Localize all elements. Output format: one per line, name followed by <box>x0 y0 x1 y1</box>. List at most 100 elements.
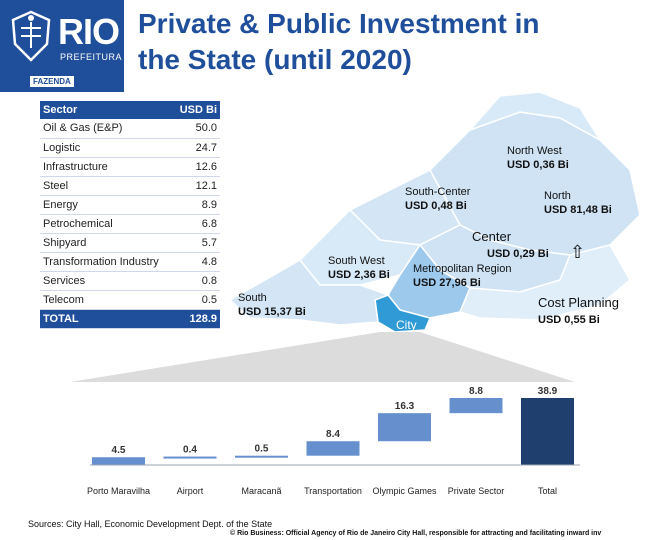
sector-value: 0.8 <box>172 271 220 291</box>
sector-name: Steel <box>40 176 173 196</box>
region-name: South-Center <box>405 186 471 198</box>
table-row: Steel 12.1 <box>40 176 220 196</box>
city-map-label: City <box>396 318 417 332</box>
region-value: USD 15,37 Bi <box>238 306 306 318</box>
table-row: Telecom 0.5 <box>40 290 220 310</box>
table-row: Energy 8.9 <box>40 195 220 215</box>
region-value: USD 27,96 Bi <box>413 277 481 289</box>
sector-column-header: Sector <box>40 101 173 119</box>
table-row: Services 0.8 <box>40 271 220 291</box>
logo-department: FAZENDA <box>30 76 74 87</box>
bar-porto-maravilha <box>92 457 145 465</box>
compass-icon: ⇧ <box>570 242 585 263</box>
table-row: Petrochemical 6.8 <box>40 214 220 234</box>
value-column-header: USD Bi <box>172 101 220 119</box>
region-value: USD 0,36 Bi <box>507 159 569 171</box>
category-label: Total <box>538 486 557 496</box>
bar-value-label: 8.8 <box>469 386 483 397</box>
table-header-row: Sector USD Bi <box>40 101 220 119</box>
region-value: USD 81,48 Bi <box>544 204 612 216</box>
bar-value-label: 16.3 <box>395 401 415 412</box>
region-label-center: Center <box>472 230 511 244</box>
sector-value: 4.8 <box>172 252 220 272</box>
region-label-north-west: North West USD 0,36 Bi <box>507 144 569 172</box>
bar-private-sector <box>449 398 503 414</box>
bar-maracan- <box>235 455 288 458</box>
region-name: South West <box>328 255 385 267</box>
sector-value: 12.1 <box>172 176 220 196</box>
bar-value-label: 0.4 <box>183 445 197 456</box>
waterfall-bars: 4.5 Porto Maravilha 0.4 Airport 0.5 Maracanã 8… <box>87 386 574 496</box>
sector-name: Services <box>40 271 173 291</box>
sector-value: 24.7 <box>172 138 220 158</box>
region-label-south-west: South West USD 2,36 Bi <box>328 254 390 282</box>
bar-total <box>521 398 574 465</box>
table-row: Shipyard 5.7 <box>40 233 220 253</box>
bar-value-label: 8.4 <box>326 429 340 440</box>
region-value-center: USD 0,29 Bi <box>487 248 549 260</box>
region-name: Cost Planning <box>538 295 619 310</box>
region-value: USD 0,48 Bi <box>405 200 467 212</box>
rio-logo[interactable]: RIO PREFEITURA FAZENDA <box>0 0 124 92</box>
sector-value: 50.0 <box>172 119 220 139</box>
region-label-cost-planning: Cost Planning <box>538 296 619 310</box>
sector-name: Petrochemical <box>40 214 173 234</box>
sector-value: 12.6 <box>172 157 220 177</box>
region-name: North <box>544 190 571 202</box>
region-label-north: North USD 81,48 Bi <box>544 189 612 217</box>
sector-name: Infrastructure <box>40 157 173 177</box>
bar-transportation <box>306 441 360 456</box>
sector-value: 5.7 <box>172 233 220 253</box>
category-label: Private Sector <box>448 486 505 496</box>
category-label: Airport <box>177 486 204 496</box>
region-label-south-center: South-Center USD 0,48 Bi <box>405 185 470 213</box>
bar-value-label: 38.9 <box>538 386 558 397</box>
logo-subtitle: PREFEITURA <box>60 52 123 62</box>
map-region-city <box>374 294 432 333</box>
header: RIO PREFEITURA FAZENDA Private & Public … <box>0 0 652 92</box>
total-label: TOTAL <box>40 309 173 329</box>
table-total-row: TOTAL 128.9 <box>40 309 220 329</box>
title-line-2: the State (until 2020) <box>138 44 412 75</box>
region-name: North West <box>507 145 562 157</box>
region-name: Center <box>472 229 512 244</box>
category-label: Transportation <box>304 486 362 496</box>
sector-name: Telecom <box>40 290 173 310</box>
region-label-south: South USD 15,37 Bi <box>238 291 306 319</box>
region-name: South <box>238 292 267 304</box>
sector-value: 6.8 <box>172 214 220 234</box>
category-label: Olympic Games <box>372 486 437 496</box>
sector-value: 0.5 <box>172 290 220 310</box>
bar-airport <box>163 456 217 459</box>
sector-name: Oil & Gas (E&P) <box>40 119 173 139</box>
map-region-north <box>429 111 641 256</box>
region-name: Metropolitan Region <box>413 263 512 275</box>
bar-value-label: 0.5 <box>255 444 269 455</box>
region-value-cost-planning: USD 0,55 Bi <box>538 314 600 326</box>
title-line-1: Private & Public Investment in <box>138 8 540 39</box>
category-label: Maracanã <box>241 486 281 496</box>
bar-value-label: 4.5 <box>112 445 126 456</box>
sector-table: Sector USD Bi Oil & Gas (E&P) 50.0 Logist… <box>40 101 220 329</box>
sources-note: Sources: City Hall, Economic Development… <box>28 519 273 529</box>
sector-name: Energy <box>40 195 173 215</box>
table-row: Logistic 24.7 <box>40 138 220 158</box>
page-title: Private & Public Investment in the State… <box>138 6 648 78</box>
coat-of-arms-icon <box>11 10 51 62</box>
copyright-note: © Rio Business: Official Agency of Rio d… <box>230 530 602 537</box>
sector-name: Transformation Industry <box>40 252 173 272</box>
table-row: Oil & Gas (E&P) 50.0 <box>40 119 220 139</box>
table-row: Transformation Industry 4.8 <box>40 252 220 272</box>
sector-name: Logistic <box>40 138 173 158</box>
bar-olympic-games <box>378 413 431 442</box>
sector-value: 8.9 <box>172 195 220 215</box>
region-label-metropolitan: Metropolitan Region USD 27,96 Bi <box>413 262 511 290</box>
total-value: 128.9 <box>172 309 220 329</box>
category-label: Porto Maravilha <box>87 486 150 496</box>
zoom-projection <box>70 332 575 382</box>
logo-text: RIO <box>58 11 120 52</box>
table-row: Infrastructure 12.6 <box>40 157 220 177</box>
region-value: USD 2,36 Bi <box>328 269 390 281</box>
map-region-north-west <box>469 91 603 143</box>
sector-name: Shipyard <box>40 233 173 253</box>
